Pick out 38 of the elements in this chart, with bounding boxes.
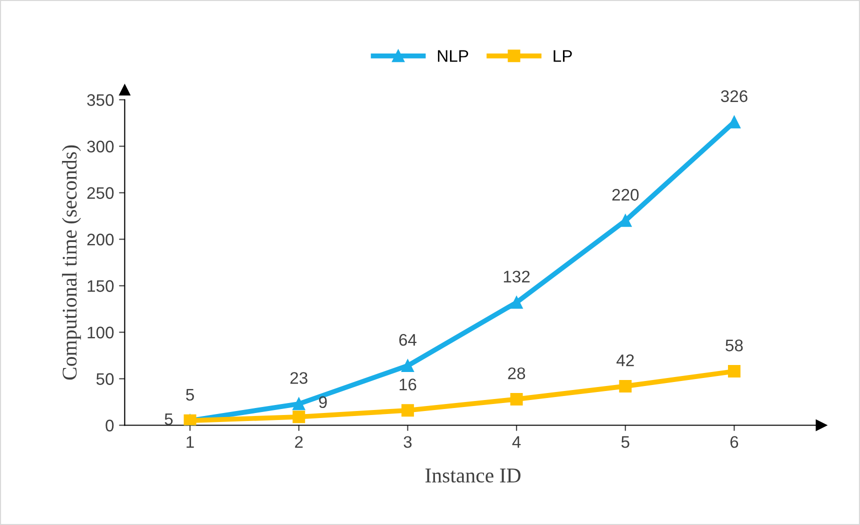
point <box>292 398 306 410</box>
point <box>728 365 740 378</box>
x-tick-label: 3 <box>404 436 412 448</box>
data-label: 28 <box>508 367 526 380</box>
point <box>401 359 414 372</box>
data-label: 5 <box>186 389 194 401</box>
data-label: 5 <box>164 413 173 426</box>
y-tick-label: 200 <box>87 234 114 246</box>
x-tick-label: 1 <box>186 436 194 448</box>
data-label: 23 <box>290 372 308 384</box>
point <box>510 392 523 406</box>
x-tick-label: 5 <box>621 436 630 448</box>
data-label: 58 <box>726 340 743 352</box>
point <box>292 410 306 424</box>
data-label: 42 <box>616 354 634 366</box>
y-tick-label: 300 <box>87 140 114 152</box>
x-tick-label: 4 <box>512 436 521 448</box>
y-tick-label: 350 <box>87 94 114 106</box>
y-tick-label: 0 <box>106 420 114 432</box>
data-label: 64 <box>399 334 416 346</box>
y-axis-title: Computional time (seconds) <box>62 145 81 380</box>
y-tick-label: 150 <box>88 280 114 292</box>
y-tick-label: 100 <box>88 326 114 338</box>
point <box>510 296 523 309</box>
data-label: 132 <box>504 270 530 283</box>
y-tick-label: 250 <box>87 187 114 199</box>
data-label: 326 <box>720 90 748 102</box>
x-tick-label: 2 <box>295 436 303 448</box>
x-axis-title: Instance ID <box>425 468 520 483</box>
legend-label: LP <box>554 50 572 62</box>
data-label: 16 <box>400 378 416 390</box>
legend-label: NLP <box>438 50 468 62</box>
point <box>401 404 414 417</box>
data-label: 9 <box>319 396 327 408</box>
data-label: 220 <box>612 188 639 201</box>
point <box>619 380 632 392</box>
y-tick-label: 50 <box>96 373 114 385</box>
x-tick-label: 6 <box>730 436 738 448</box>
